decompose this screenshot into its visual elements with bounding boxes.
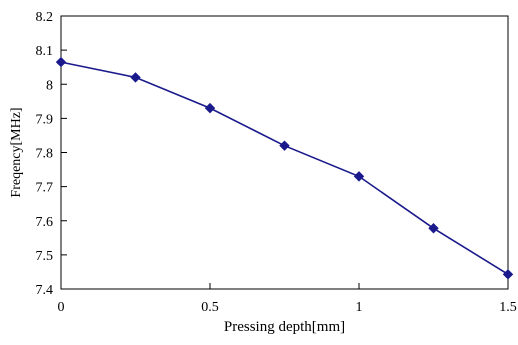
y-axis: 7.4 7.5 7.6 7.7 7.8 7.9 8 8.1 8.2 (36, 10, 67, 298)
data-point-marker (502, 269, 514, 280)
y-tick-label: 8 (46, 78, 53, 93)
x-axis: 0 0.5 1 1.5 (58, 283, 517, 315)
data-point-marker (55, 56, 67, 68)
data-point-marker (279, 140, 290, 151)
plot-area-frame (60, 15, 509, 290)
y-tick-label: 7.7 (36, 181, 54, 196)
y-tick-label: 7.5 (36, 249, 54, 264)
y-axis-label: Freqency[MHz] (9, 107, 24, 197)
y-tick-label: 7.6 (36, 215, 54, 230)
series-layer (55, 56, 514, 280)
series-line (60, 61, 509, 275)
x-axis-label: Pressing depth[mm] (224, 319, 345, 335)
y-tick-label: 7.8 (36, 147, 54, 162)
data-point-marker (353, 171, 365, 182)
y-tick-label: 7.9 (36, 112, 54, 127)
x-tick-label: 0 (58, 300, 65, 315)
x-tick-label: 1 (356, 300, 363, 315)
y-tick-label: 7.4 (36, 283, 54, 298)
data-point-marker (428, 223, 439, 234)
x-tick-label: 0.5 (201, 300, 219, 315)
y-tick-label: 8.2 (36, 10, 54, 25)
y-tick-label: 8.1 (36, 44, 54, 59)
x-tick-label: 1.5 (499, 300, 517, 315)
data-point-marker (130, 72, 141, 83)
data-point-marker (204, 102, 216, 114)
